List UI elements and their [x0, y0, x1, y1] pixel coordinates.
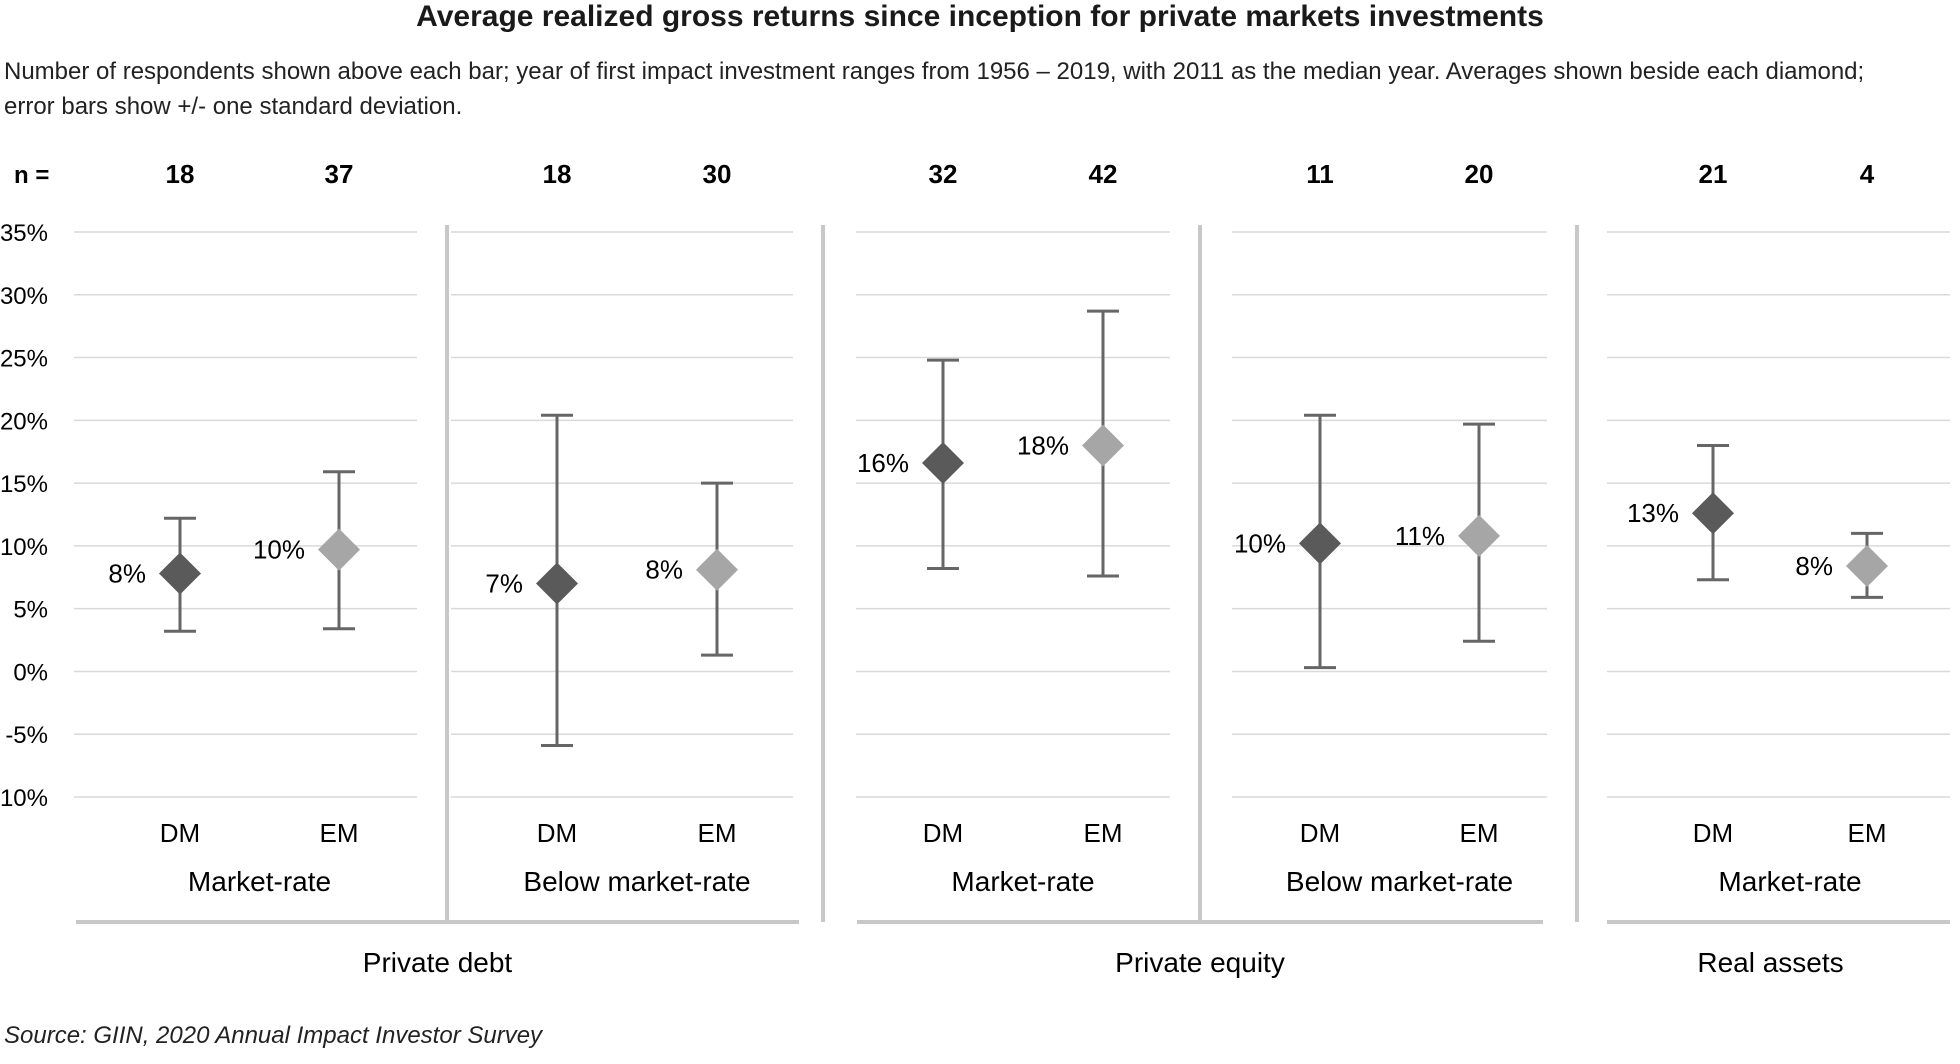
mean-diamond	[536, 562, 578, 605]
category-label: EM	[1460, 818, 1499, 848]
mean-diamond	[318, 528, 360, 571]
y-tick-label: 20%	[0, 408, 48, 435]
subgroup-label: Market-rate	[951, 866, 1094, 897]
y-tick-label: -5%	[5, 722, 48, 749]
value-label: 18%	[1017, 430, 1069, 460]
y-tick-label: 35%	[0, 220, 48, 247]
subgroup-label: Below market-rate	[523, 866, 750, 897]
mean-diamond	[159, 552, 201, 595]
y-tick-label: -10%	[0, 785, 48, 812]
value-label: 8%	[645, 555, 683, 585]
value-label: 8%	[108, 559, 146, 589]
n-count: 37	[325, 159, 354, 189]
category-label: EM	[320, 818, 359, 848]
source-note: Source: GIIN, 2020 Annual Impact Investo…	[4, 1022, 543, 1049]
category-label: EM	[1848, 818, 1887, 848]
value-label: 10%	[253, 535, 305, 565]
y-tick-label: 0%	[13, 659, 48, 686]
n-count: 11	[1306, 159, 1334, 189]
category-label: EM	[698, 818, 737, 848]
y-tick-label: 30%	[0, 283, 48, 310]
mean-diamond	[1692, 492, 1734, 535]
n-count: 18	[166, 159, 195, 189]
mean-diamond	[1846, 544, 1888, 587]
group-label: Private equity	[1115, 947, 1285, 978]
category-label: DM	[923, 818, 963, 848]
chart-title: Average realized gross returns since inc…	[416, 0, 1544, 33]
n-count: 32	[929, 159, 958, 189]
category-label: DM	[537, 818, 577, 848]
n-count: 4	[1860, 159, 1875, 189]
value-label: 16%	[857, 448, 909, 478]
chart-subtitle: Number of respondents shown above each b…	[4, 58, 1865, 120]
category-label: DM	[1300, 818, 1340, 848]
n-count: 18	[543, 159, 572, 189]
category-label: DM	[1693, 818, 1733, 848]
subgroup-label: Market-rate	[188, 866, 331, 897]
value-label: 11%	[1395, 521, 1445, 551]
mean-diamond	[1082, 424, 1124, 467]
y-tick-label: 5%	[13, 597, 48, 624]
y-tick-label: 15%	[0, 471, 48, 498]
mean-diamond	[1299, 522, 1341, 565]
n-count: 30	[703, 159, 732, 189]
y-tick-label: 25%	[0, 346, 48, 373]
mean-diamond	[696, 548, 738, 591]
category-label: DM	[160, 818, 200, 848]
n-label: n =	[14, 162, 49, 189]
value-label: 7%	[485, 569, 523, 599]
group-label: Real assets	[1697, 947, 1843, 978]
subgroup-label: Below market-rate	[1286, 866, 1513, 897]
value-label: 8%	[1795, 551, 1833, 581]
value-label: 13%	[1627, 498, 1679, 528]
n-count: 20	[1465, 159, 1494, 189]
subgroup-label: Market-rate	[1718, 866, 1861, 897]
y-tick-label: 10%	[0, 534, 48, 561]
mean-diamond	[1458, 514, 1500, 557]
group-label: Private debt	[363, 947, 513, 978]
n-count: 42	[1089, 159, 1118, 189]
mean-diamond	[922, 442, 964, 485]
value-label: 10%	[1234, 528, 1286, 558]
category-label: EM	[1084, 818, 1123, 848]
n-count: 21	[1699, 159, 1728, 189]
